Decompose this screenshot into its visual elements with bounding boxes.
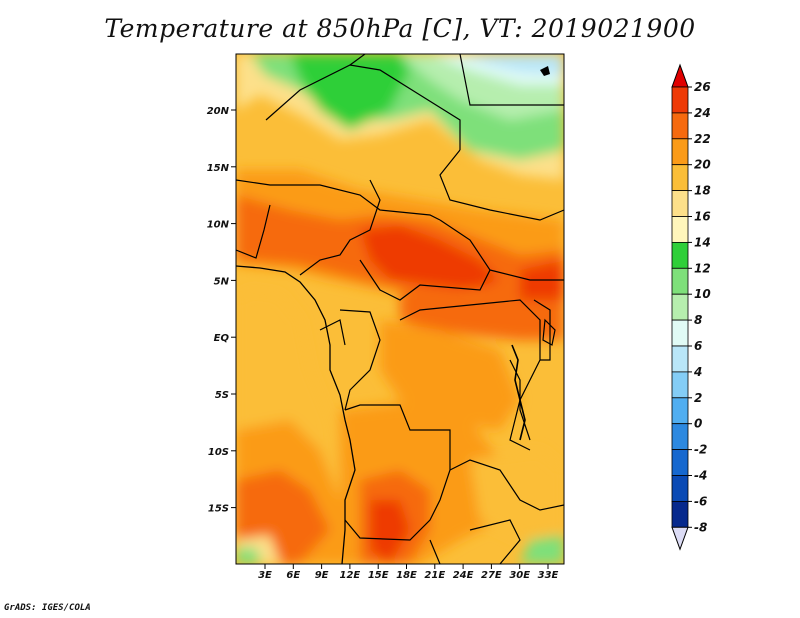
colorbar-segment	[671, 293, 689, 321]
lat-tick-label: 15S	[208, 504, 229, 515]
colorbar-label: 12	[694, 261, 711, 275]
lat-axis: 20N 15N 10N 5N EQ 5S 10S 15S	[207, 106, 236, 515]
colorbar-segment	[671, 241, 689, 269]
temperature-field	[236, 54, 564, 564]
colorbar-segment	[671, 190, 689, 217]
lon-tick-label: 33E	[538, 570, 559, 581]
colorbar-segment	[671, 475, 689, 502]
colorbar-segment	[671, 319, 689, 347]
colorbar-label: 4	[693, 365, 702, 379]
lon-tick-label: 12E	[340, 570, 361, 581]
colorbar-segment	[671, 500, 689, 528]
colorbar-segment	[671, 216, 689, 243]
lon-tick-label: 9E	[315, 570, 329, 581]
coastline	[236, 265, 356, 564]
colorbar-label: 2	[694, 391, 702, 405]
colorbar-label: -4	[694, 469, 707, 483]
lat-tick-label: EQ	[214, 333, 230, 344]
lon-tick-label: 27E	[481, 570, 502, 581]
lat-tick-label: 5N	[214, 276, 230, 287]
colorbar-label: 26	[694, 80, 711, 94]
lon-tick-label: 6E	[286, 570, 300, 581]
footer-credit: GrADS: IGES/COLA	[4, 603, 91, 613]
colorbar-segment	[671, 138, 689, 166]
colorbar-segment	[671, 449, 689, 476]
lat-tick-label: 10N	[207, 220, 230, 231]
colorbar-label: -6	[694, 494, 707, 508]
lake-tanganyika	[511, 344, 526, 441]
lat-tick-label: 10S	[208, 447, 229, 458]
colorbar-under-arrow	[671, 526, 689, 551]
lon-tick-label: 15E	[368, 570, 389, 581]
lat-tick-label: 15N	[207, 163, 230, 174]
colorbar-segment	[671, 345, 689, 373]
colorbar-label: 0	[694, 417, 702, 431]
lon-tick-label: 24E	[453, 570, 474, 581]
colorbar-label: 22	[694, 132, 711, 146]
lon-tick-label: 3E	[258, 570, 272, 581]
colorbar-segment	[671, 112, 689, 140]
colorbar-segment	[671, 164, 689, 191]
map-title: Temperature at 850hPa [C], VT: 201902190…	[104, 14, 696, 43]
colorbar-label: 6	[694, 339, 702, 353]
colorbar-label: 24	[694, 106, 711, 120]
colorbar-label: 18	[694, 184, 711, 198]
lon-axis: 3E 6E 9E 12E 15E 18E 21E 24E 27E 30E 33E	[258, 564, 559, 581]
colorbar-label: 16	[694, 210, 711, 224]
lon-tick-label: 21E	[424, 570, 445, 581]
colorbar-label: -2	[694, 443, 707, 457]
colorbar-over-arrow	[671, 63, 689, 88]
colorbar-label: 20	[694, 158, 711, 172]
colorbar-label: 8	[694, 313, 702, 327]
colorbar-segment	[671, 423, 689, 451]
nile-fragment	[540, 66, 550, 76]
lon-tick-label: 30E	[509, 570, 530, 581]
colorbar-segment	[671, 397, 689, 425]
colorbar-label: 14	[694, 235, 711, 249]
lat-tick-label: 5S	[215, 390, 229, 401]
country-borders	[236, 54, 564, 564]
colorbar-segment	[671, 86, 689, 114]
lon-tick-label: 18E	[396, 570, 417, 581]
colorbar-label: -8	[694, 520, 707, 534]
colorbar-segment	[671, 371, 689, 399]
map-frame	[235, 53, 565, 565]
lat-tick-label: 20N	[207, 106, 230, 117]
colorbar-label: 10	[694, 287, 711, 301]
colorbar-segment	[671, 267, 689, 295]
lake-victoria	[542, 318, 556, 346]
